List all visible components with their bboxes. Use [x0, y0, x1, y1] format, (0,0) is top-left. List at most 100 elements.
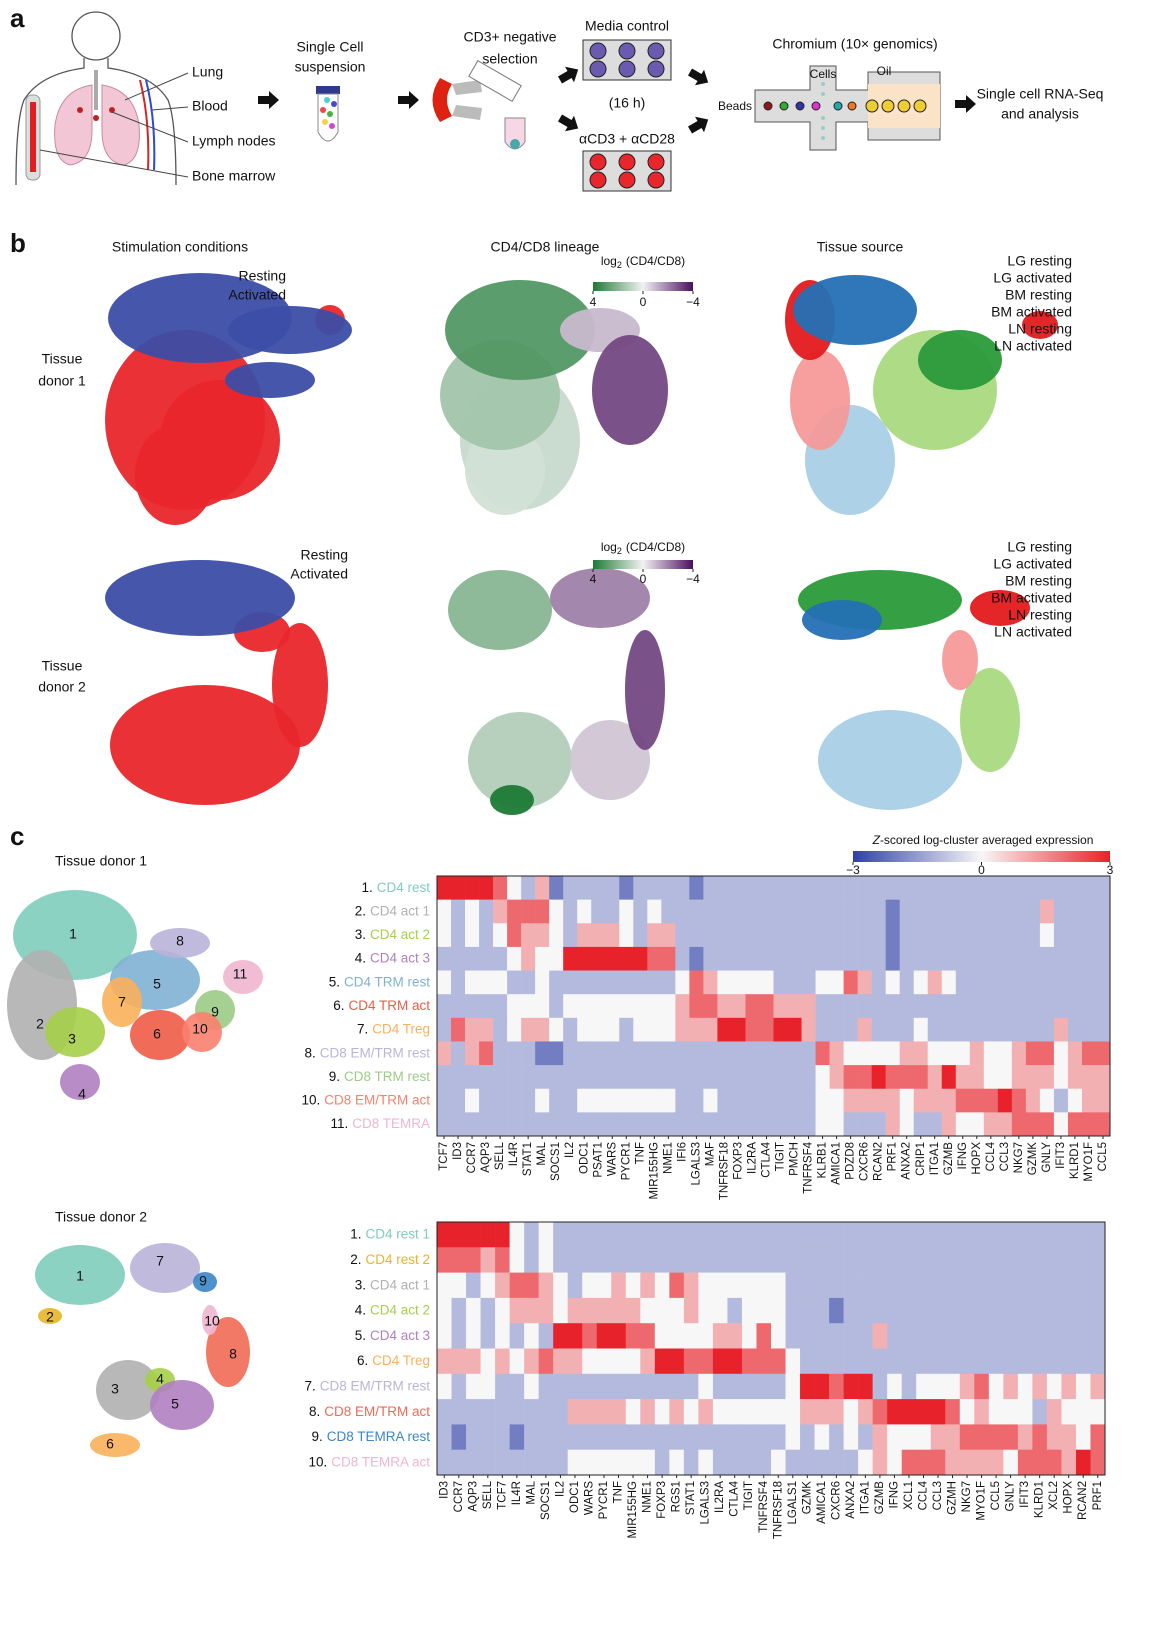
- heatmap-cell: [773, 1088, 788, 1113]
- heatmap-cell: [773, 1041, 788, 1066]
- heatmap-cell: [787, 1112, 802, 1137]
- heatmap-cell: [437, 1041, 452, 1066]
- heatmap-cell: [887, 1399, 902, 1425]
- legend-entry: BM resting: [1005, 573, 1072, 589]
- heatmap-cell: [521, 899, 536, 924]
- heatmap-cell: [955, 923, 971, 948]
- heatmap-cell: [1011, 946, 1027, 971]
- heatmap-cell: [437, 1297, 452, 1324]
- heatmap-cell: [611, 1222, 627, 1248]
- heatmap-cell: [930, 1399, 946, 1425]
- row-label: 3. CD4 act 2: [355, 927, 430, 942]
- heatmap-cell: [969, 1112, 985, 1137]
- heatmap-cell: [1075, 1323, 1091, 1349]
- heatmap-cell: [871, 1112, 886, 1137]
- gene-label: TNF: [634, 1142, 646, 1164]
- gene-label: SELL: [494, 1141, 506, 1170]
- heatmap-cell: [727, 1373, 743, 1400]
- heatmap-cell: [703, 994, 718, 1019]
- heatmap-cell: [857, 876, 872, 900]
- heatmap-cell: [945, 1449, 961, 1476]
- heatmap-cell: [727, 1449, 743, 1476]
- heatmap-cell: [689, 1065, 704, 1090]
- step-label: suspension: [295, 59, 366, 75]
- heatmap-cell: [521, 1017, 536, 1042]
- heatmap-cell: [563, 1112, 578, 1137]
- heatmap-cell: [591, 970, 606, 995]
- heatmap-cell: [887, 1272, 902, 1299]
- heatmap-cell: [815, 876, 830, 900]
- heatmap-cell: [741, 1399, 757, 1425]
- heatmap-cell: [717, 1065, 732, 1090]
- heatmap-cell: [466, 1222, 481, 1248]
- gene-label: IFIT3: [1019, 1481, 1031, 1508]
- heatmap-cell: [997, 876, 1013, 900]
- gene-label: HOPX: [1063, 1481, 1075, 1514]
- heatmap-cell: [577, 994, 592, 1019]
- legend-entry: LN resting: [1008, 607, 1072, 623]
- heatmap-cell: [495, 1297, 510, 1324]
- heatmap-cell: [507, 946, 522, 971]
- heatmap-cell: [1067, 899, 1083, 924]
- heatmap-cell: [787, 1041, 802, 1066]
- heatmap-cell: [563, 1088, 578, 1113]
- heatmap-cell: [815, 946, 830, 971]
- heatmap-cell: [997, 1065, 1013, 1090]
- row-index: 8.: [304, 1045, 315, 1060]
- heatmap-cell: [524, 1222, 539, 1248]
- row-label: 4. CD4 act 3: [355, 950, 430, 965]
- heatmap-cell: [582, 1272, 598, 1299]
- heatmap-cell: [647, 970, 662, 995]
- gene-label: IL4R: [511, 1481, 523, 1505]
- heatmap-cell: [675, 1112, 690, 1137]
- heatmap-cell: [858, 1399, 873, 1425]
- heatmap-cell: [563, 994, 578, 1019]
- heatmap-cell: [814, 1222, 830, 1248]
- output-label: and analysis: [1001, 106, 1079, 122]
- row-name: CD8 EM/TRM act: [324, 1403, 430, 1418]
- row-label: 10. CD8 EM/TRM act: [301, 1092, 430, 1107]
- heatmap-cell: [930, 1424, 946, 1450]
- heatmap-cell: [941, 1017, 957, 1042]
- heatmap-cell: [941, 1088, 957, 1113]
- heatmap-cell: [814, 1373, 830, 1400]
- legend-entry: LG resting: [1007, 253, 1072, 269]
- cell-cloud: [102, 977, 142, 1027]
- heatmap-cell: [1003, 1424, 1019, 1450]
- heatmap-cell: [495, 1449, 510, 1476]
- row-name: CD4 rest 1: [365, 1226, 430, 1241]
- heatmap-cell: [698, 1348, 714, 1375]
- heatmap-cell: [647, 946, 662, 971]
- heatmap-cell: [633, 1065, 648, 1090]
- heatmap-cell: [605, 994, 620, 1019]
- heatmap-cell: [712, 1424, 728, 1450]
- heatmap-cell: [1039, 946, 1055, 971]
- heatmap-cell: [437, 1222, 452, 1248]
- colorbar-tick-label: −4: [686, 572, 700, 586]
- row-label: 5. CD4 act 3: [355, 1327, 430, 1342]
- heatmap-cell: [480, 1247, 496, 1273]
- heatmap-cell: [538, 1348, 554, 1375]
- heatmap-cell: [535, 876, 550, 900]
- heatmap-cell: [521, 923, 536, 948]
- colorbar-title-sub: 2: [617, 260, 622, 270]
- row-index: 7.: [357, 1021, 368, 1036]
- heatmap-cell: [549, 970, 564, 995]
- heatmap-cell: [1081, 970, 1097, 995]
- gene-label: AQP3: [467, 1481, 479, 1512]
- gene-label: AQP3: [480, 1142, 492, 1173]
- heatmap-cell: [538, 1272, 554, 1299]
- heatmap-cell: [871, 876, 886, 900]
- heatmap-cell: [683, 1247, 699, 1273]
- heatmap-cell: [524, 1424, 539, 1450]
- heatmap-cell: [974, 1222, 990, 1248]
- heatmap-cell: [843, 1348, 859, 1375]
- heatmap-cell: [451, 1112, 466, 1137]
- heatmap-cell: [741, 1297, 757, 1324]
- heatmap-cell: [524, 1297, 539, 1324]
- heatmap-cell: [698, 1424, 714, 1450]
- heatmap-cell: [916, 1297, 932, 1324]
- heatmap-cell: [591, 923, 606, 948]
- heatmap-cell: [661, 1065, 676, 1090]
- heatmap-cell: [479, 1088, 494, 1113]
